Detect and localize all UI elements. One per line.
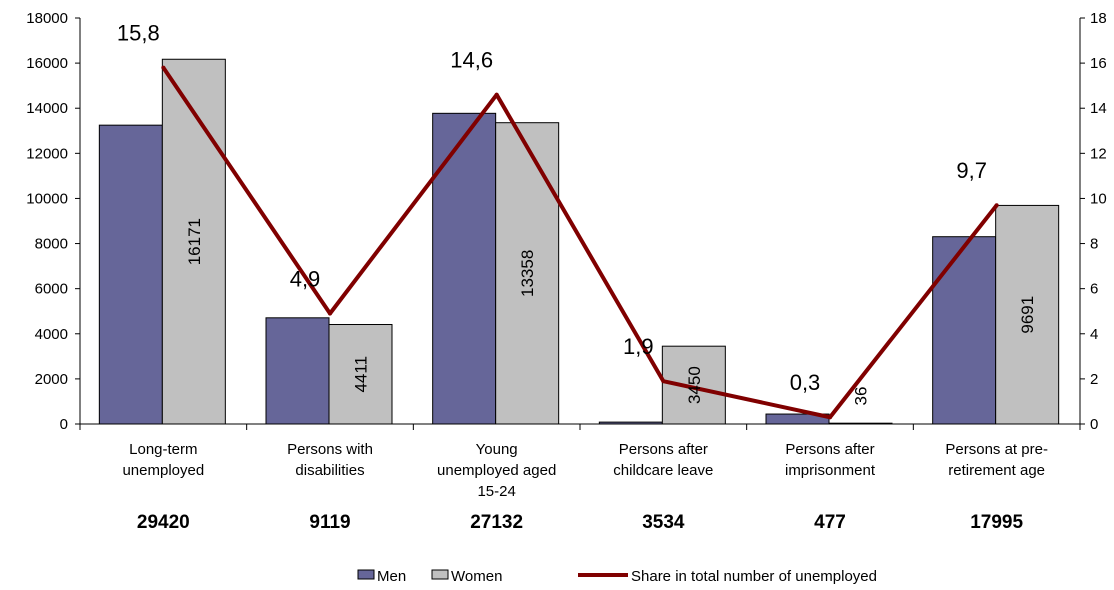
- share-label: 9,7: [956, 158, 987, 183]
- y-right-tick-label: 16: [1090, 55, 1107, 72]
- share-line-layer: [161, 65, 999, 420]
- bar-label-women: 16171: [185, 218, 204, 265]
- share-label: 1,9: [623, 334, 654, 359]
- y-right-tick-label: 14: [1090, 100, 1107, 117]
- bar-label-women: 3450: [685, 366, 704, 404]
- category-label: unemployed: [122, 462, 204, 479]
- legend-swatch-women: [431, 569, 449, 580]
- bar-women: [995, 204, 1060, 425]
- share-label: 4,9: [290, 266, 321, 291]
- share-point: [161, 65, 166, 70]
- bar-men: [932, 236, 997, 425]
- legend-label-share: Share in total number of unemployed: [631, 568, 877, 585]
- legend: Men Women Share in total number of unemp…: [357, 568, 877, 585]
- axes: 0200040006000800010000120001400016000180…: [26, 10, 1106, 433]
- category-total: 477: [814, 512, 846, 533]
- share-point: [828, 415, 832, 420]
- category-total: 17995: [970, 512, 1023, 533]
- category-total: 29420: [137, 512, 190, 533]
- category-total: 9119: [309, 512, 350, 533]
- category-label: Young: [476, 441, 518, 458]
- share-point: [494, 92, 499, 97]
- y-left-tick-label: 2000: [35, 371, 68, 388]
- y-left-tick-label: 18000: [26, 10, 68, 27]
- y-left-tick-label: 14000: [26, 100, 68, 117]
- category-label: retirement age: [948, 462, 1045, 479]
- category-label: Persons with: [287, 441, 373, 458]
- y-left-tick-label: 6000: [35, 281, 68, 298]
- share-point: [328, 311, 332, 316]
- legend-label-women: Women: [451, 568, 502, 585]
- y-right-tick-label: 8: [1090, 236, 1098, 253]
- category-label: Persons after: [785, 441, 874, 458]
- share-label: 14,6: [450, 48, 493, 73]
- bar-label-women: 13358: [518, 250, 537, 297]
- bar-men: [98, 124, 163, 425]
- bars: [98, 58, 1060, 425]
- share-point: [994, 203, 999, 208]
- category-label: childcare leave: [613, 462, 713, 479]
- bar-men: [265, 317, 330, 425]
- category-total: 27132: [470, 512, 523, 533]
- y-right-tick-label: 12: [1090, 145, 1107, 162]
- bar-label-women: 9691: [1018, 296, 1037, 334]
- share-line: [161, 66, 999, 420]
- y-right-tick-label: 6: [1090, 281, 1098, 298]
- legend-swatch-men: [357, 569, 375, 580]
- share-label: 0,3: [790, 370, 821, 395]
- bar-women: [161, 58, 226, 425]
- y-right-tick-label: 0: [1090, 416, 1098, 433]
- bar-label-women: 36: [852, 387, 871, 406]
- y-right-tick-label: 2: [1090, 371, 1098, 388]
- category-label: imprisonment: [785, 462, 876, 479]
- category-label: Long-term: [129, 441, 197, 458]
- category-label: unemployed aged: [437, 462, 556, 479]
- y-left-tick-label: 0: [60, 416, 68, 433]
- category-label: 15-24: [477, 483, 515, 500]
- legend-label-men: Men: [377, 568, 406, 585]
- y-right-tick-label: 10: [1090, 190, 1107, 207]
- y-left-tick-label: 8000: [35, 236, 68, 253]
- share-point: [661, 379, 666, 384]
- labels: 16171 Long-term unemployed 29420 4411 Persons…: [117, 21, 1048, 533]
- y-left-tick-label: 10000: [26, 190, 68, 207]
- y-right-tick-label: 4: [1090, 326, 1098, 343]
- y-left-tick-label: 12000: [26, 145, 68, 162]
- bar-women: [828, 422, 893, 425]
- share-label: 15,8: [117, 21, 160, 46]
- y-right-tick-label: 18: [1090, 10, 1107, 27]
- bar-women: [328, 324, 393, 425]
- category-label: Persons after: [619, 441, 708, 458]
- category-label: disabilities: [295, 462, 364, 479]
- category-label: Persons at pre-: [945, 441, 1048, 458]
- bar-men: [598, 421, 663, 425]
- category-total: 3534: [642, 512, 685, 533]
- y-left-tick-label: 16000: [26, 55, 68, 72]
- bar-men: [432, 112, 497, 425]
- bar-label-women: 4411: [352, 356, 371, 393]
- y-left-tick-label: 4000: [35, 326, 68, 343]
- bar-women: [495, 122, 560, 425]
